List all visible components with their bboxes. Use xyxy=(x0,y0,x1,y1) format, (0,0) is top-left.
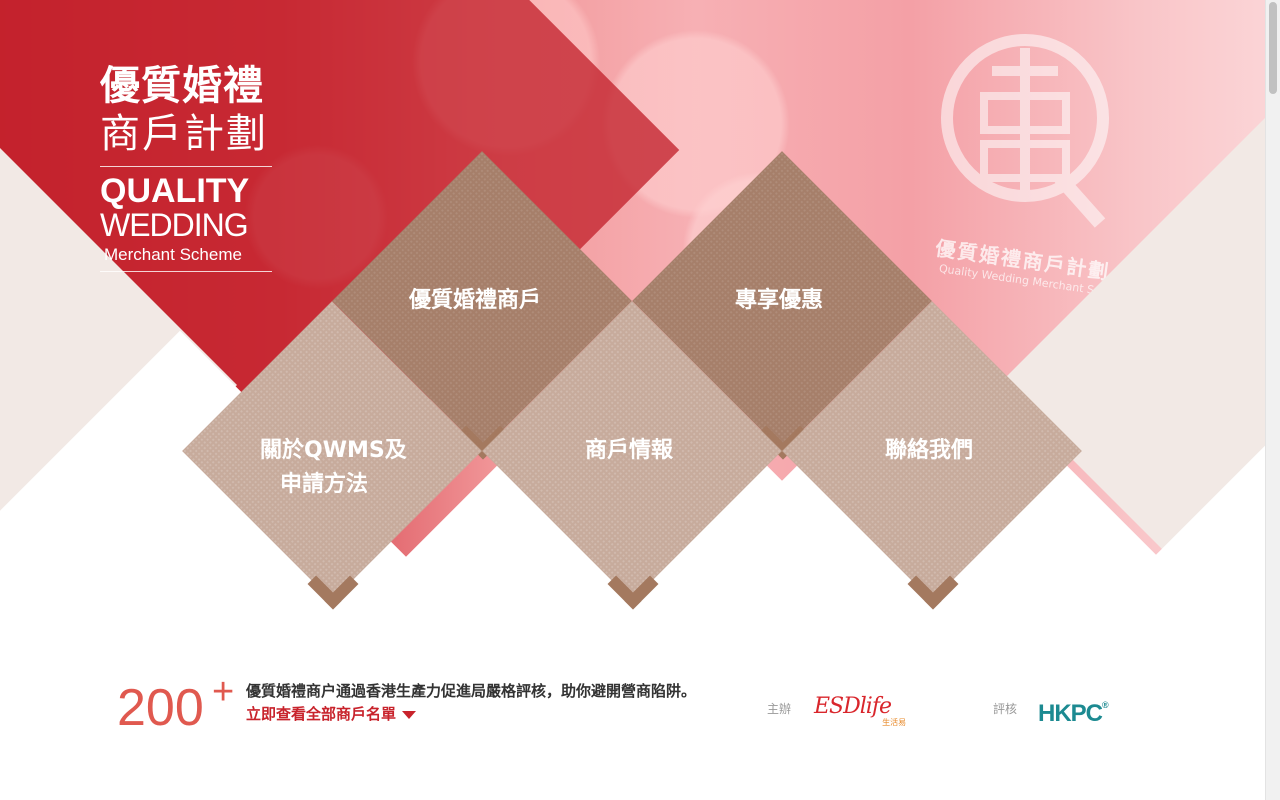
view-all-merchants-label: 立即查看全部商戶名單 xyxy=(246,705,397,723)
nav-link-about-line1: 關於QWMS及 xyxy=(260,438,407,463)
merchant-description: 優質婚禮商户通過香港生產力促進局嚴格評核，助你避開營商陷阱。 xyxy=(246,682,697,700)
logo-zh-line2: 商戶計劃 xyxy=(100,111,268,157)
logo-en-line1: QUALITY xyxy=(100,172,250,210)
logo-divider xyxy=(100,166,272,167)
hero-banner: 優質婚禮商戶計劃 Quality Wedding Merchant Scheme… xyxy=(0,0,1265,620)
nav-link-about[interactable]: 關於QWMS及 申請方法 xyxy=(260,434,407,502)
nav-link-about-line2: 申請方法 xyxy=(280,472,369,497)
vertical-scrollbar[interactable] xyxy=(1265,0,1280,800)
esdlife-logo[interactable]: ESDlife 生活易 xyxy=(814,694,906,727)
logo-en-line3: Merchant Scheme xyxy=(104,245,242,264)
organizer-label: 主辦 xyxy=(767,702,792,716)
logo-divider-bottom xyxy=(100,271,272,272)
scrollbar-thumb[interactable] xyxy=(1269,2,1277,94)
hkpc-logo-text: HKPC xyxy=(1038,700,1103,727)
nav-link-offers[interactable]: 專享優惠 xyxy=(735,288,824,313)
logo-en-line2: WEDDING xyxy=(100,207,249,243)
esdlife-logo-text: ESDlife xyxy=(814,694,892,719)
esdlife-logo-sub: 生活易 xyxy=(882,718,907,727)
nav-link-merchants[interactable]: 優質婚禮商戶 xyxy=(409,288,542,313)
registered-mark-icon: ® xyxy=(1102,700,1109,710)
caret-down-icon xyxy=(402,710,417,719)
assessor-label: 評核 xyxy=(993,702,1018,716)
view-all-merchants-link[interactable]: 立即查看全部商戶名單 xyxy=(246,703,417,724)
nav-link-contact[interactable]: 聯絡我們 xyxy=(885,438,974,463)
double-happiness-seal-icon xyxy=(941,34,1109,228)
merchant-count-plus: + xyxy=(212,671,235,713)
info-bar xyxy=(0,620,1265,800)
merchant-count: 200 xyxy=(117,679,204,737)
hkpc-logo[interactable]: HKPC® xyxy=(1038,700,1109,728)
nav-link-info[interactable]: 商戶情報 xyxy=(585,438,674,463)
logo-zh-line1: 優質婚禮 xyxy=(100,63,264,109)
site-logo[interactable]: 優質婚禮 商戶計劃 QUALITY WEDDING Merchant Schem… xyxy=(100,62,280,278)
